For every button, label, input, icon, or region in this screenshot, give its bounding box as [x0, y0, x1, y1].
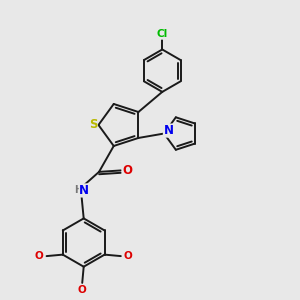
Text: O: O	[78, 285, 86, 295]
Text: H: H	[74, 185, 82, 195]
Text: S: S	[89, 118, 98, 131]
Text: N: N	[79, 184, 89, 197]
Text: N: N	[164, 124, 173, 137]
Text: O: O	[124, 251, 133, 261]
Text: O: O	[122, 164, 132, 177]
Text: O: O	[35, 251, 44, 261]
Text: Cl: Cl	[157, 29, 168, 39]
